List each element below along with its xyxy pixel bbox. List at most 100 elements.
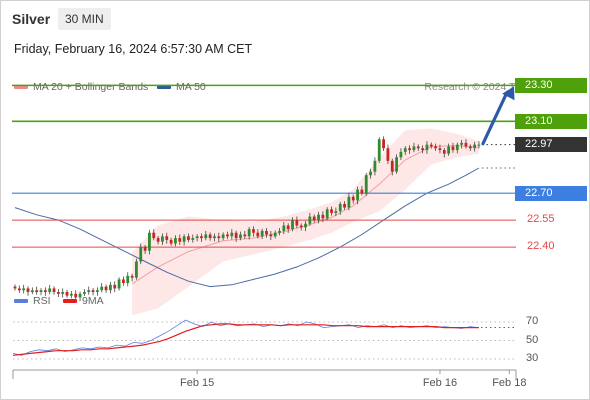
candle-body: [434, 146, 438, 149]
candle-body: [343, 203, 346, 208]
candle-body: [213, 236, 216, 239]
candle-body: [304, 223, 307, 228]
ma9-label: 9MA: [82, 295, 104, 307]
candle-body: [373, 160, 377, 172]
candle-body: [334, 211, 338, 213]
candle-body: [104, 286, 108, 291]
candle-body: [425, 144, 429, 151]
candle-body: [347, 196, 351, 208]
candle-body: [247, 229, 251, 237]
instrument-title: Silver: [12, 11, 51, 27]
candle-body: [464, 142, 468, 147]
candle-body: [317, 214, 320, 221]
candle-body: [26, 288, 30, 293]
candle-body: [182, 236, 186, 242]
candle-body: [30, 290, 34, 293]
candle-body: [43, 290, 47, 293]
ma50-label: MA 50: [176, 81, 206, 93]
candle-body: [421, 148, 425, 151]
rsi-tick-70: 70: [526, 315, 539, 327]
candle-body: [95, 290, 99, 293]
candle-body: [330, 209, 333, 213]
candle-body: [351, 196, 355, 201]
candle-body: [143, 247, 147, 251]
candle-body: [325, 209, 329, 219]
candle-body: [256, 232, 260, 237]
candle-body: [48, 288, 52, 293]
candle-body: [395, 157, 398, 172]
candle-body: [22, 288, 26, 291]
legend-9ma: 9MA: [63, 295, 104, 307]
candle-body: [291, 220, 294, 230]
candle-body: [17, 288, 21, 291]
candle-body: [69, 293, 73, 296]
candle-body: [230, 232, 234, 237]
ma20-swatch: [14, 85, 28, 90]
candle-body: [473, 144, 477, 149]
candle-body: [91, 290, 95, 293]
candle-body: [295, 220, 299, 226]
timestamp: Friday, February 16, 2024 6:57:30 AM CET: [14, 42, 253, 56]
level-label-23.30: 23.30: [515, 77, 587, 93]
candle-body: [416, 146, 420, 149]
x-label-feb-18: Feb 18: [492, 377, 527, 389]
ma50-swatch: [157, 85, 171, 90]
candle-body: [269, 234, 273, 237]
candle-body: [338, 203, 342, 212]
candle-body: [65, 292, 69, 296]
legend-ma20: MA 20 + Bollinger Bands: [14, 81, 148, 93]
level-label-23.10: 23.10: [515, 113, 587, 129]
candle-body: [455, 144, 459, 151]
rsi-series-9ma: [12, 323, 479, 356]
candle-body: [386, 148, 390, 161]
candle-body: [13, 286, 17, 289]
candle-body: [226, 234, 229, 237]
candle-body: [364, 175, 368, 194]
candle-body: [377, 139, 381, 161]
legend-ma50: MA 50: [157, 81, 206, 93]
candle-body: [78, 293, 82, 298]
candle-body: [74, 293, 78, 298]
candle-body: [82, 292, 86, 294]
candle-body: [113, 284, 117, 289]
timeframe-button[interactable]: 30 MIN: [58, 8, 111, 30]
candle-body: [161, 236, 164, 242]
candle-body: [152, 232, 156, 239]
candle-body: [135, 261, 138, 278]
rsi-tick-50: 50: [526, 333, 539, 346]
x-label-feb-15: Feb 15: [179, 377, 215, 389]
candle-body: [429, 144, 433, 147]
candle-body: [369, 171, 372, 176]
candle-body: [61, 292, 65, 294]
candle-body: [122, 279, 125, 284]
forecast-arrow-head: [502, 86, 515, 101]
candle-body: [221, 234, 225, 239]
level-label-22.70: 22.70: [515, 185, 587, 201]
ma50-line: [14, 167, 480, 288]
candle-body: [403, 148, 407, 152]
current-price-label: 22.97: [515, 137, 587, 153]
candle-body: [234, 232, 238, 239]
candle-body: [148, 232, 151, 251]
candle-body: [208, 234, 212, 239]
candle-body: [130, 275, 134, 278]
rsi-tick-30: 30: [526, 352, 539, 364]
candle-body: [87, 290, 91, 293]
candle-body: [108, 284, 112, 291]
candle-body: [200, 236, 203, 239]
candle-body: [178, 238, 182, 242]
candle-body: [451, 146, 455, 151]
candle-body: [39, 290, 43, 293]
candle-body: [412, 146, 416, 151]
candle-body: [56, 292, 60, 294]
candle-body: [438, 148, 442, 151]
candle-body: [312, 216, 316, 221]
candle-body: [477, 144, 481, 146]
candle-body: [408, 148, 411, 151]
candle-body: [243, 234, 247, 237]
candle-body: [360, 189, 364, 194]
candle-body: [169, 239, 173, 244]
candle-body: [447, 146, 451, 154]
candle-body: [139, 247, 143, 262]
